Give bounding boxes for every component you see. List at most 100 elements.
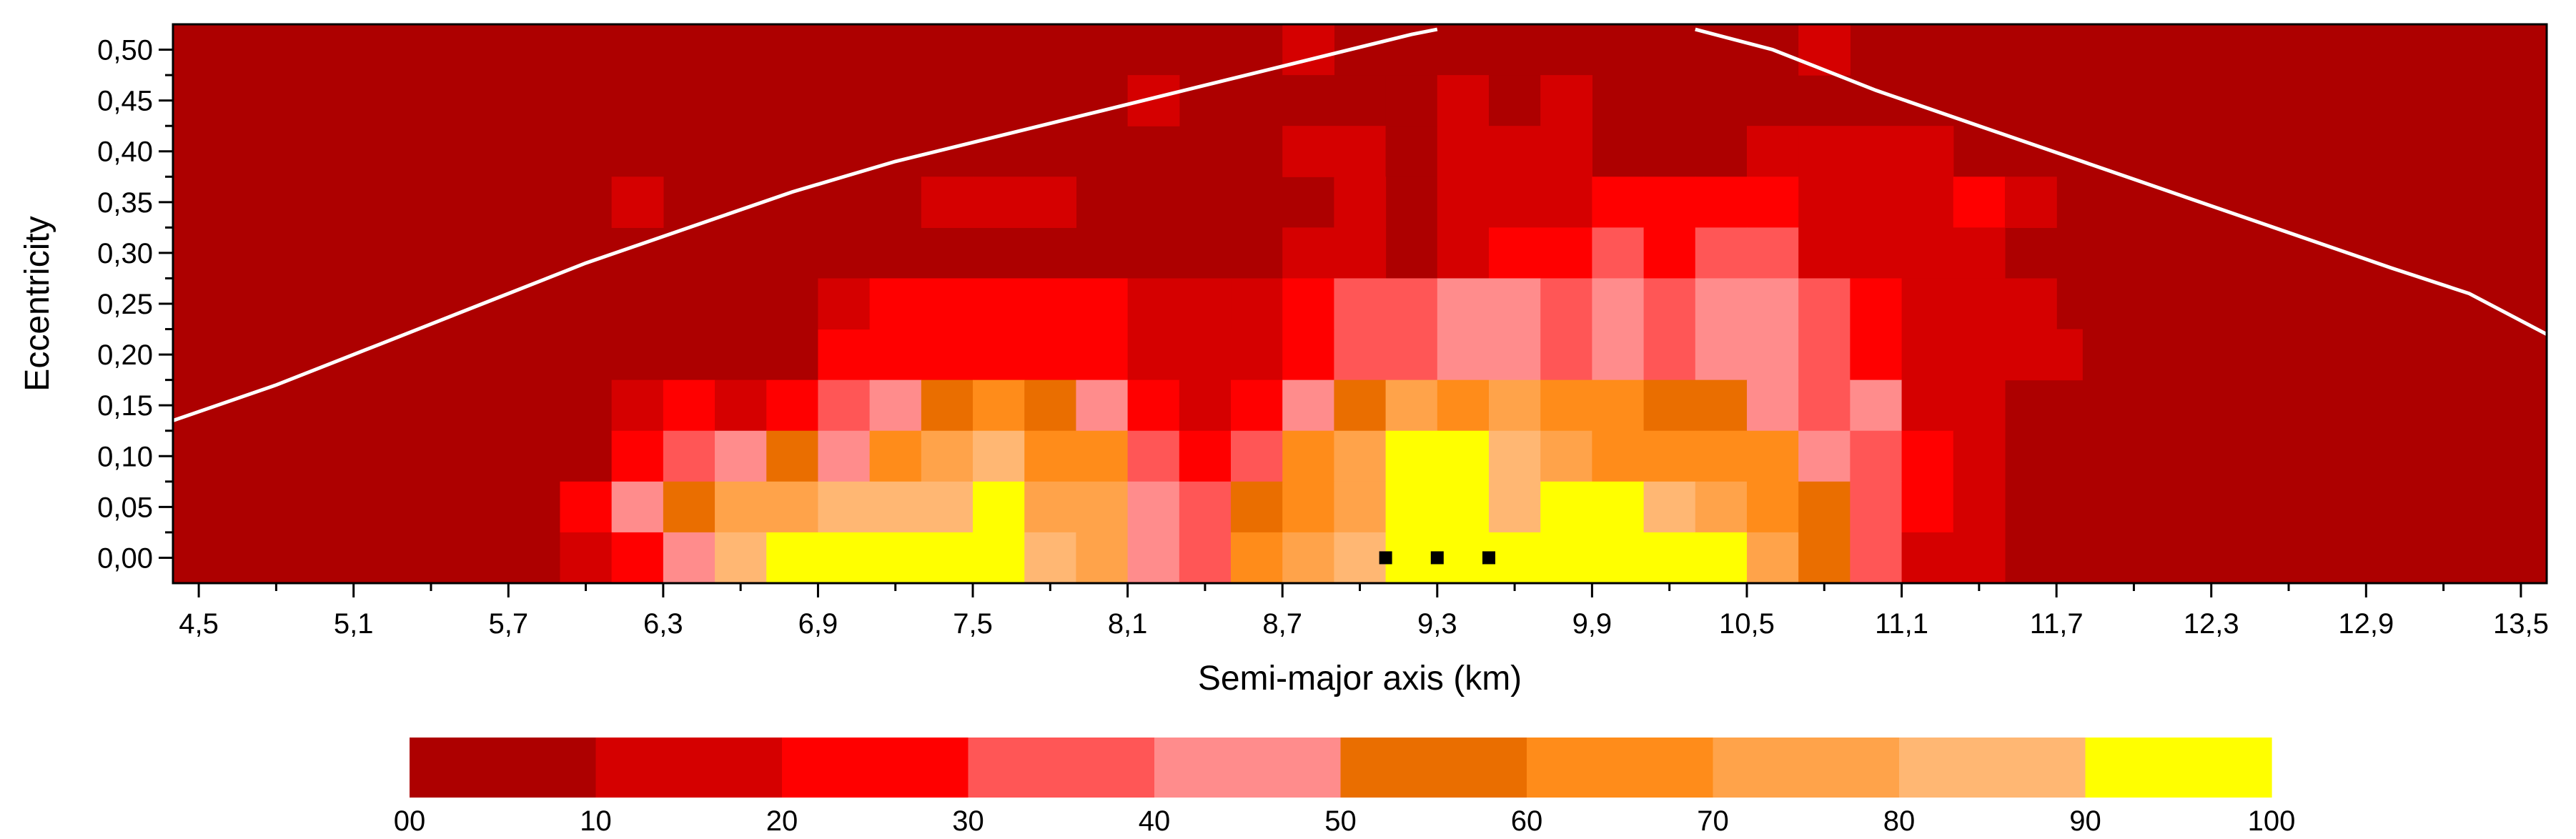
heatmap-cell	[1488, 278, 1541, 330]
x-tick-label: 8,7	[1262, 608, 1302, 640]
heatmap-cell	[766, 379, 819, 432]
heatmap-cell	[1695, 430, 1748, 482]
heatmap-cell	[1850, 177, 1903, 228]
heatmap-cell	[663, 532, 715, 584]
heatmap-cell	[560, 481, 613, 533]
heatmap-cell	[1953, 430, 2006, 482]
heatmap-cell	[921, 379, 974, 432]
y-tick-label: 0,30	[97, 238, 153, 269]
heatmap-cell	[1385, 481, 1438, 533]
heatmap-cell	[766, 481, 819, 533]
heatmap-cell	[1334, 430, 1387, 482]
heatmap-cell	[1385, 278, 1438, 330]
x-tick-label: 8,1	[1108, 608, 1148, 640]
heatmap-cell	[1437, 278, 1490, 330]
heatmap-cell	[1334, 278, 1387, 330]
heatmap-cell	[611, 379, 664, 432]
heatmap-cell	[715, 481, 767, 533]
x-tick-label: 7,5	[953, 608, 993, 640]
heatmap-cell	[1850, 379, 1903, 432]
heatmap-cell	[1643, 430, 1696, 482]
heatmap-cell	[1798, 24, 1851, 76]
heatmap-cell	[1746, 481, 1799, 533]
heatmap-cell	[1798, 430, 1851, 482]
x-axis-label: Semi-major axis (km)	[1198, 660, 1522, 697]
x-tick-label: 6,3	[643, 608, 683, 640]
colorbar-label: 40	[1139, 805, 1171, 837]
heatmap-cell	[1798, 227, 1851, 279]
colorbar-swatch	[1713, 738, 1900, 798]
y-tick-label: 0,00	[97, 542, 153, 574]
heatmap-cell	[1385, 126, 1438, 177]
heatmap-cell	[1282, 379, 1335, 432]
heatmap-cell	[1746, 532, 1799, 584]
colorbar-label: 10	[580, 805, 612, 837]
heatmap-cell	[560, 532, 613, 584]
heatmap-cell	[1437, 379, 1490, 432]
heatmap-cell	[921, 177, 974, 228]
heatmap-cell	[1024, 177, 1077, 228]
colorbar-swatch	[410, 738, 597, 798]
heatmap-cell	[921, 532, 974, 584]
heatmap-cell	[1850, 532, 1903, 584]
colorbar-swatch	[1340, 738, 1527, 798]
heatmap-cell	[1850, 126, 1903, 177]
heatmap-cell	[818, 278, 871, 330]
heatmap-cell	[1334, 227, 1387, 279]
heatmap-cell	[1282, 481, 1335, 533]
curve-line	[1695, 27, 2547, 336]
heatmap-cell	[1488, 227, 1541, 279]
heatmap-cell	[1540, 278, 1592, 330]
heatmap-cell	[1334, 75, 1387, 126]
x-tick-label: 4,5	[179, 608, 219, 640]
heatmap-cell	[921, 481, 974, 533]
heatmap-cell	[715, 379, 767, 432]
colorbar: 00 10 20 30 40 50 60 70 80 90 100	[394, 738, 2295, 837]
heatmap-cell	[1179, 481, 1232, 533]
heatmap-cell	[1024, 278, 1077, 330]
heatmap-cell	[1695, 278, 1748, 330]
x-tick-label: 13,5	[2493, 608, 2549, 640]
heatmap-cell	[1695, 379, 1748, 432]
heatmap-cell	[1024, 379, 1077, 432]
heatmap-cell	[663, 379, 715, 432]
heatmap-cell	[611, 532, 664, 584]
heatmap-cell	[1437, 430, 1490, 482]
heatmap-cell	[1695, 532, 1748, 584]
heatmap-cell	[1024, 430, 1077, 482]
heatmap-cell	[973, 481, 1025, 533]
heatmap-cell	[611, 430, 664, 482]
heatmap-cell	[818, 532, 871, 584]
heatmap-cell	[921, 278, 974, 330]
heatmap-cell	[1592, 532, 1645, 584]
heatmap-cell	[1798, 278, 1851, 330]
heatmap-cell	[766, 430, 819, 482]
heatmap-cell	[1127, 278, 1180, 330]
heatmap-cell	[1901, 278, 1954, 330]
colorbar-label: 00	[394, 805, 426, 837]
y-axis: 0,00 0,05 0,10 0,15 0,20 0,25 0,30 0,35 0,40 0,45…	[97, 35, 173, 574]
heatmap-cell	[1540, 75, 1592, 126]
heatmap-cell	[1746, 430, 1799, 482]
y-tick-label: 0,05	[97, 492, 153, 523]
heatmap-cell	[766, 532, 819, 584]
heatmap-cell	[1488, 532, 1541, 584]
heatmap-cell	[1901, 227, 1954, 279]
heatmap-cell	[1798, 532, 1851, 584]
heatmap-cell	[1127, 481, 1180, 533]
heatmap-cell	[1695, 177, 1748, 228]
heatmap-cell	[1798, 481, 1851, 533]
heatmap-cell	[1643, 379, 1696, 432]
heatmap-cell	[1592, 227, 1645, 279]
heatmap-cell	[1437, 177, 1490, 228]
x-tick-label: 10,5	[1719, 608, 1775, 640]
heatmap-cell	[1643, 481, 1696, 533]
heatmap-cell	[1282, 430, 1335, 482]
heatmap-cell	[715, 532, 767, 584]
heatmap-cell	[1540, 177, 1592, 228]
x-tick-label: 9,3	[1417, 608, 1457, 640]
heatmap-cell	[1850, 227, 1903, 279]
heatmap-cell	[1953, 379, 2006, 432]
colorbar-label: 50	[1324, 805, 1357, 837]
